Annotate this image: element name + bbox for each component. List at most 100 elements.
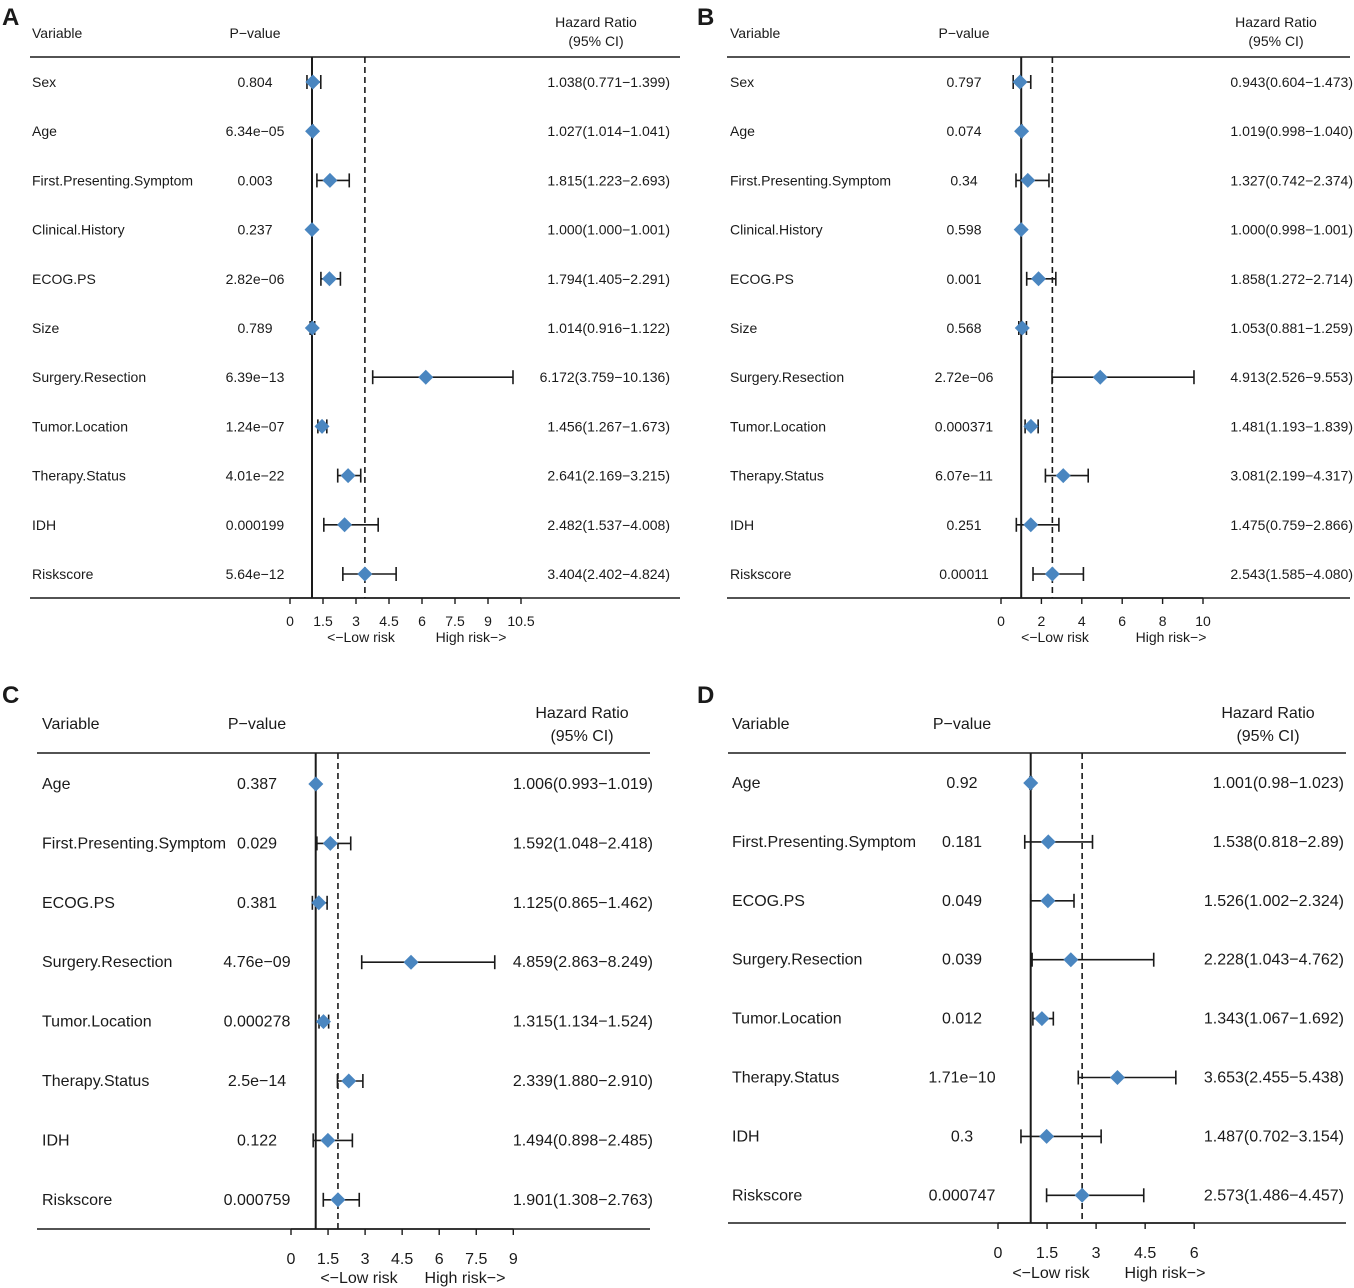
- row-variable: Tumor.Location: [42, 1014, 152, 1031]
- header-variable: Variable: [730, 25, 781, 41]
- header-ci: (95% CI): [550, 728, 613, 745]
- hr-marker: [305, 123, 321, 139]
- x-tick-label: 10: [1195, 613, 1211, 629]
- row-variable: Therapy.Status: [730, 468, 824, 484]
- hr-marker: [337, 517, 353, 533]
- x-axis: 0 2 4 6 8 10 <−Low risk High risk−>: [997, 597, 1211, 645]
- x-tick-label: 10.5: [507, 613, 534, 629]
- hr-marker: [1040, 834, 1056, 850]
- hr-marker: [403, 954, 419, 970]
- row-hazard-ratio: 1.456(1.267−1.673): [547, 418, 670, 434]
- x-tick-label: 3: [1092, 1245, 1101, 1262]
- row-pvalue: 6.07e−11: [935, 468, 993, 484]
- table-row: IDH 0.122 1.494(0.898−2.485): [42, 1132, 653, 1149]
- row-hazard-ratio: 1.794(1.405−2.291): [547, 271, 670, 287]
- hr-marker: [314, 418, 330, 434]
- row-pvalue: 2.82e−06: [226, 271, 285, 287]
- row-pvalue: 0.000278: [224, 1014, 291, 1031]
- table-row: IDH 0.3 1.487(0.702−3.154): [732, 1128, 1344, 1145]
- row-hazard-ratio: 3.653(2.455−5.438): [1204, 1070, 1344, 1087]
- hr-marker: [1044, 566, 1060, 582]
- row-variable: Clinical.History: [32, 222, 125, 238]
- row-hazard-ratio: 1.000(0.998−1.001): [1230, 222, 1353, 238]
- hr-marker: [341, 1073, 357, 1089]
- row-pvalue: 0.001: [946, 271, 981, 287]
- row-variable: Surgery.Resection: [32, 369, 146, 385]
- row-hazard-ratio: 1.027(1.014−1.041): [547, 123, 670, 139]
- x-axis: 0 1.5 3 4.5 6 7.5 9 <−Low risk High risk−>: [287, 1228, 518, 1287]
- x-tick-label: 4.5: [391, 1251, 413, 1268]
- hr-marker: [1074, 1187, 1090, 1203]
- row-hazard-ratio: 1.592(1.048−2.418): [513, 835, 653, 852]
- row-pvalue: 0.598: [946, 222, 981, 238]
- row-pvalue: 0.000199: [226, 517, 285, 533]
- row-pvalue: 6.39e−13: [226, 369, 285, 385]
- row-variable: First.Presenting.Symptom: [42, 835, 226, 852]
- table-row: ECOG.PS 0.049 1.526(1.002−2.324): [732, 893, 1344, 910]
- hr-marker: [1023, 775, 1039, 791]
- header-ci: (95% CI): [1248, 33, 1303, 49]
- x-tick-label: 9: [484, 613, 492, 629]
- table-row: IDH 0.000199 2.482(1.537−4.008): [32, 517, 670, 533]
- x-tick-label: 0: [994, 1245, 1003, 1262]
- table-row: Tumor.Location 1.24e−07 1.456(1.267−1.673): [32, 418, 670, 434]
- x-tick-label: 4.5: [1134, 1245, 1156, 1262]
- row-variable: Age: [730, 123, 755, 139]
- row-variable: IDH: [730, 517, 754, 533]
- x-tick-label: 1.5: [313, 613, 333, 629]
- row-pvalue: 5.64e−12: [226, 566, 285, 582]
- row-pvalue: 4.76e−09: [223, 954, 290, 971]
- row-hazard-ratio: 3.081(2.199−4.317): [1230, 468, 1353, 484]
- header-ci: (95% CI): [568, 33, 623, 49]
- row-variable: Tumor.Location: [732, 1011, 842, 1028]
- table-row: ECOG.PS 0.381 1.125(0.865−1.462): [42, 895, 653, 912]
- hr-marker: [304, 320, 320, 336]
- row-variable: Age: [732, 775, 761, 792]
- row-pvalue: 0.049: [942, 893, 982, 910]
- header-variable: Variable: [732, 716, 790, 733]
- hr-marker: [1031, 271, 1047, 287]
- row-hazard-ratio: 1.019(0.998−1.040): [1230, 123, 1353, 139]
- hr-marker: [1014, 320, 1030, 336]
- table-row: First.Presenting.Symptom 0.029 1.592(1.048…: [42, 835, 653, 852]
- panel-label: D: [697, 682, 714, 709]
- row-pvalue: 0.181: [942, 834, 982, 851]
- hr-marker: [320, 1132, 336, 1148]
- x-tick-label: 7.5: [445, 613, 465, 629]
- table-row: Age 0.074 1.019(0.998−1.040): [730, 123, 1353, 139]
- hr-marker: [304, 222, 320, 238]
- table-row: ECOG.PS 2.82e−06 1.794(1.405−2.291): [32, 271, 670, 287]
- x-tick-label: 3: [361, 1251, 370, 1268]
- header-pvalue: P−value: [230, 25, 281, 41]
- table-row: Clinical.History 0.237 1.000(1.000−1.001): [32, 222, 670, 238]
- hr-marker: [311, 895, 327, 911]
- row-variable: Age: [32, 123, 57, 139]
- row-hazard-ratio: 1.327(0.742−2.374): [1230, 172, 1353, 188]
- table-row: ECOG.PS 0.001 1.858(1.272−2.714): [730, 271, 1353, 287]
- row-variable: Surgery.Resection: [732, 952, 862, 969]
- row-variable: Sex: [32, 74, 56, 90]
- table-row: Riskscore 0.00011 2.543(1.585−4.080): [730, 566, 1353, 582]
- row-pvalue: 0.000759: [224, 1192, 291, 1209]
- row-hazard-ratio: 1.858(1.272−2.714): [1230, 271, 1353, 287]
- table-row: Riskscore 0.000747 2.573(1.486−4.457): [732, 1187, 1344, 1204]
- table-row: Size 0.789 1.014(0.916−1.122): [32, 320, 670, 336]
- hr-marker: [1014, 123, 1030, 139]
- hr-marker: [305, 74, 321, 90]
- hr-marker: [321, 271, 337, 287]
- row-pvalue: 2.72e−06: [935, 369, 994, 385]
- hr-marker: [1023, 517, 1039, 533]
- row-hazard-ratio: 1.006(0.993−1.019): [513, 776, 653, 793]
- panel-label: A: [2, 4, 19, 31]
- table-row: Age 0.92 1.001(0.98−1.023): [732, 775, 1344, 792]
- low-risk-label: <−Low risk: [1012, 1265, 1090, 1282]
- table-row: Therapy.Status 1.71e−10 3.653(2.455−5.438): [732, 1070, 1344, 1087]
- row-hazard-ratio: 2.228(1.043−4.762): [1204, 952, 1344, 969]
- forest-panel-a: A Variable P−value Hazard Ratio (95% CI) Sex 0…: [2, 4, 680, 645]
- table-row: Sex 0.804 1.038(0.771−1.399): [32, 74, 670, 90]
- table-row: Clinical.History 0.598 1.000(0.998−1.001): [730, 222, 1353, 238]
- row-pvalue: 0.34: [950, 172, 977, 188]
- row-variable: Therapy.Status: [42, 1073, 149, 1090]
- header-pvalue: P−value: [228, 716, 286, 733]
- x-tick-label: 9: [509, 1251, 518, 1268]
